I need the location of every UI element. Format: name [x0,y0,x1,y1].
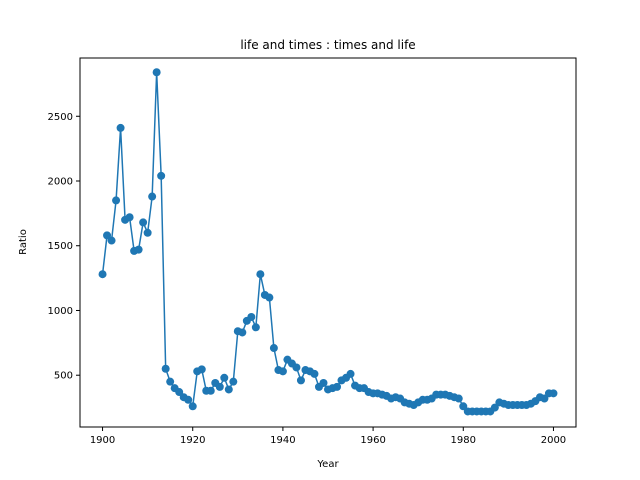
data-point [143,228,152,237]
data-point [184,395,193,404]
data-point [220,373,229,382]
data-point [152,68,161,77]
data-point [197,365,206,374]
data-point [490,403,499,412]
data-point [319,378,328,387]
plot-layer [98,68,558,416]
data-point [540,394,549,403]
data-point [134,245,143,254]
data-point [292,363,301,372]
x-axis: 1900 1920 1940 1960 1980 2000 [90,427,566,446]
x-tick-label: 1900 [90,435,115,446]
data-point [278,367,287,376]
data-point [175,388,184,397]
data-point [229,377,238,386]
data-point [549,389,558,398]
x-tick-label: 1940 [270,435,295,446]
data-point [251,323,260,332]
data-point [224,385,233,394]
data-point [333,382,342,391]
data-point [116,123,125,132]
x-tick-label: 2000 [541,435,566,446]
data-point [139,218,148,227]
data-point [256,270,265,279]
data-point [296,376,305,385]
data-point [269,344,278,353]
data-point [161,364,170,373]
data-point [98,270,107,279]
data-point [107,236,116,245]
y-tick-label: 1500 [48,241,73,252]
data-point [188,402,197,411]
y-axis: 500 1000 1500 2000 2500 [48,112,80,382]
data-point [166,377,175,386]
data-point [206,386,215,395]
y-tick-label: 2000 [48,177,73,188]
y-tick-label: 1000 [48,306,73,317]
data-point [148,192,157,201]
y-tick-label: 500 [54,371,73,382]
chart-title: life and times : times and life [240,38,415,52]
data-point [215,382,224,391]
x-tick-label: 1960 [360,435,385,446]
data-point [346,369,355,378]
data-point [265,293,274,302]
plot-frame [79,57,577,428]
data-point [310,369,319,378]
data-point [459,402,468,411]
data-point [238,328,247,337]
data-point [247,312,256,321]
x-axis-title: Year [316,459,339,470]
x-tick-label: 1920 [180,435,205,446]
data-point [112,196,121,205]
data-point [103,231,112,240]
data-point [157,171,166,180]
y-axis-title: Ratio [18,229,29,255]
x-tick-label: 1980 [451,435,476,446]
y-tick-label: 2500 [48,112,73,123]
data-point [125,213,134,222]
data-point [454,394,463,403]
